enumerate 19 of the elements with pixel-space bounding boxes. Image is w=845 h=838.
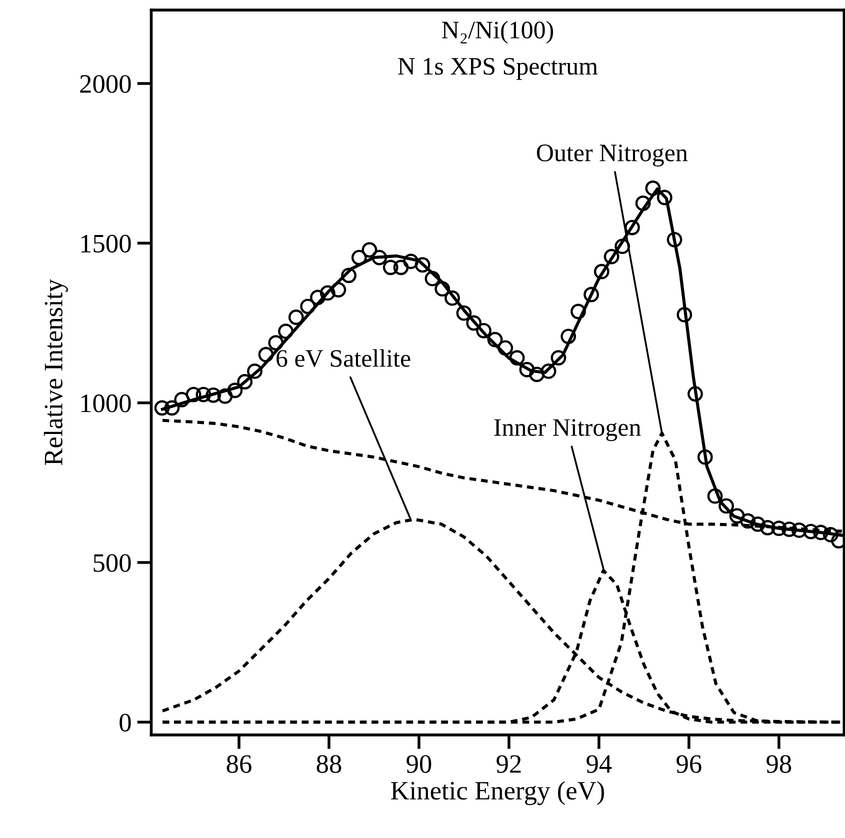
y-tick-label: 1000 [81, 394, 131, 412]
x-tick-label: 96 [676, 755, 702, 773]
x-tick-label: 98 [766, 755, 792, 773]
x-tick-label: 92 [496, 755, 521, 773]
annotation: Outer Nitrogen [536, 144, 688, 166]
x-tick-label: 90 [406, 755, 432, 773]
x-tick-label: 88 [316, 755, 342, 773]
annotation: Inner Nitrogen [494, 419, 641, 442]
y-tick-label: 0 [120, 714, 131, 732]
chart-title: N₂/Ni(100) [442, 20, 554, 44]
annotation: 6 eV Satellite [276, 349, 410, 368]
y-axis-title: Relative Intensity [44, 279, 68, 466]
y-tick-label: 2000 [80, 75, 131, 93]
y-tick-label: 1500 [81, 234, 131, 253]
text: N 1s XPS Spectrum [398, 58, 598, 80]
x-tick-label: 86 [226, 755, 252, 773]
x-tick-label: 94 [586, 755, 612, 773]
x-axis-title: Kinetic Energy (eV) [390, 781, 604, 806]
y-tick-label: 500 [94, 554, 131, 572]
